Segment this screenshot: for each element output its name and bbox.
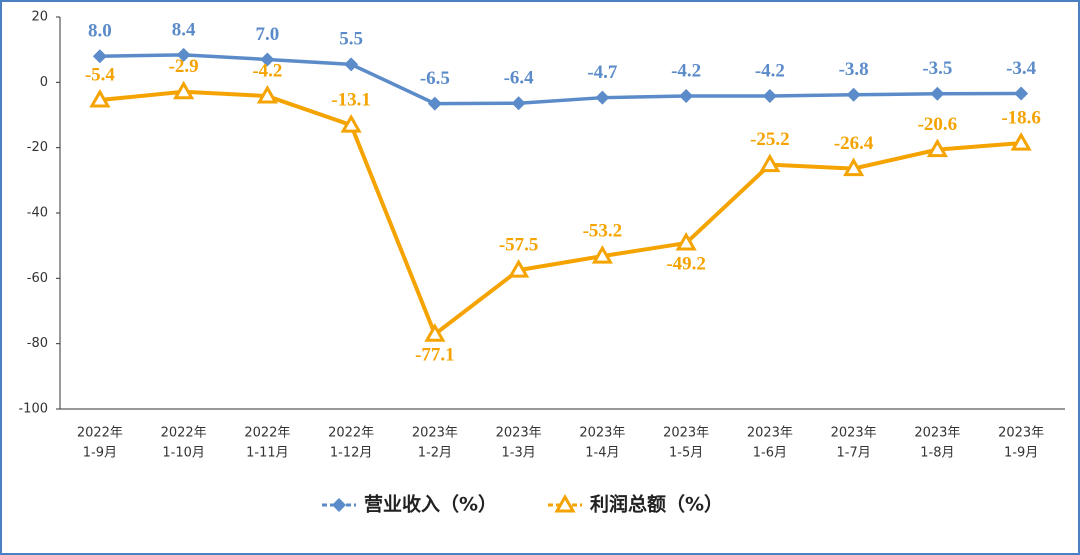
x-tick-label: 1-6月 (753, 446, 787, 461)
x-tick-label: 1-11月 (246, 446, 289, 461)
line (99, 53, 1022, 106)
value-label: 8.4 (172, 19, 196, 40)
x-tick-label: 1-8月 (920, 446, 954, 461)
point (1010, 132, 1032, 151)
x-tick-label: 2023年 (747, 426, 793, 441)
point (759, 153, 781, 173)
value-label: 5.5 (339, 29, 363, 50)
value-label: -3.5 (922, 58, 952, 79)
y-tick-label: -40 (27, 206, 48, 221)
x-tick-label: 2022年 (244, 426, 290, 441)
value-label: -49.2 (666, 253, 706, 274)
legend-marker (332, 498, 346, 512)
x-tick-label: 2023年 (496, 426, 542, 441)
x-tick-label: 2022年 (161, 426, 207, 441)
x-tick-label: 2023年 (998, 426, 1044, 441)
value-label: -25.2 (750, 129, 790, 150)
point (591, 245, 613, 264)
legend-marker (554, 493, 576, 513)
point (89, 88, 111, 108)
value-label: -6.4 (504, 68, 535, 89)
x-tick-label: 2023年 (663, 426, 709, 441)
x-tick-label: 1-2月 (418, 446, 452, 461)
value-label: -4.2 (252, 60, 282, 81)
point (595, 90, 610, 105)
value-label: -77.1 (415, 345, 455, 366)
point (846, 87, 861, 102)
line (99, 89, 1022, 338)
value-label: -18.6 (1001, 107, 1041, 128)
value-label: -2.9 (169, 56, 199, 77)
x-tick-label: 1-7月 (837, 446, 871, 461)
y-tick-label: -100 (18, 402, 48, 417)
value-label: -4.7 (587, 62, 618, 83)
value-label: 8.0 (88, 21, 112, 42)
y-tick-label: -20 (27, 140, 48, 155)
value-label: -53.2 (583, 220, 623, 241)
value-label: -4.2 (755, 60, 785, 81)
point (762, 89, 777, 104)
x-tick-label: 1-5月 (669, 446, 703, 461)
value-label: -3.4 (1006, 58, 1037, 79)
x-tick-label: 1-3月 (502, 446, 536, 461)
x-tick-label: 1-4月 (585, 446, 619, 461)
x-tick-label: 2022年 (328, 426, 374, 441)
legend-label: 营业收入（%） (364, 493, 497, 516)
point (424, 323, 446, 342)
value-label: -20.6 (918, 114, 958, 135)
legend-label: 利润总额（%） (590, 493, 723, 516)
point (511, 96, 526, 111)
point (843, 157, 865, 177)
point (92, 49, 107, 64)
point (344, 57, 359, 72)
point (926, 138, 948, 158)
point (340, 114, 362, 133)
point (508, 259, 530, 278)
y-tick-label: 20 (31, 10, 48, 25)
x-tick-label: 1-9月 (83, 446, 117, 461)
point (427, 96, 442, 111)
point (256, 85, 278, 104)
value-label: -4.2 (671, 60, 701, 81)
value-label: -26.4 (834, 133, 874, 154)
value-label: -6.5 (420, 68, 450, 89)
x-tick-label: 2023年 (579, 426, 625, 441)
x-tick-label: 2023年 (412, 426, 458, 441)
value-label: -13.1 (331, 89, 371, 110)
x-tick-label: 2022年 (77, 426, 123, 441)
value-label: -3.8 (839, 59, 869, 80)
point (675, 232, 697, 251)
y-tick-label: -60 (27, 271, 48, 286)
y-tick-label: 0 (40, 75, 48, 90)
x-tick-label: 1-12月 (330, 446, 373, 461)
x-tick-label: 2023年 (831, 426, 877, 441)
point (679, 89, 694, 104)
value-label: -5.4 (85, 64, 116, 85)
point (930, 86, 945, 101)
point (1014, 86, 1029, 101)
value-label: 7.0 (256, 24, 280, 45)
value-label: -57.5 (499, 235, 539, 256)
point (173, 80, 195, 100)
x-tick-label: 2023年 (914, 426, 960, 441)
x-tick-label: 1-10月 (162, 446, 205, 461)
point (260, 52, 275, 67)
x-tick-label: 1-9月 (1004, 446, 1038, 461)
y-tick-label: -80 (27, 336, 48, 351)
point (176, 47, 191, 62)
